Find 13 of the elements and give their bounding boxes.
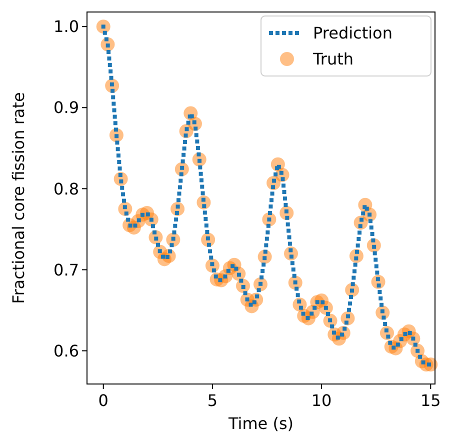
- legend-label: Truth: [312, 50, 354, 69]
- x-tick-label: 5: [207, 391, 218, 410]
- y-axis-title: Fractional core fission rate: [9, 92, 28, 304]
- x-tick-label: 15: [420, 391, 441, 410]
- y-tick-label: 1.0: [54, 17, 79, 36]
- x-tick-label: 10: [311, 391, 332, 410]
- y-tick-label: 0.7: [54, 260, 79, 280]
- x-axis-title: Time (s): [227, 414, 294, 433]
- y-tick-label: 0.9: [54, 98, 79, 118]
- legend-label: Prediction: [313, 24, 392, 43]
- y-tick-label: 0.6: [54, 341, 79, 360]
- y-tick-label: 0.8: [54, 179, 79, 198]
- x-tick-label: 0: [98, 391, 108, 410]
